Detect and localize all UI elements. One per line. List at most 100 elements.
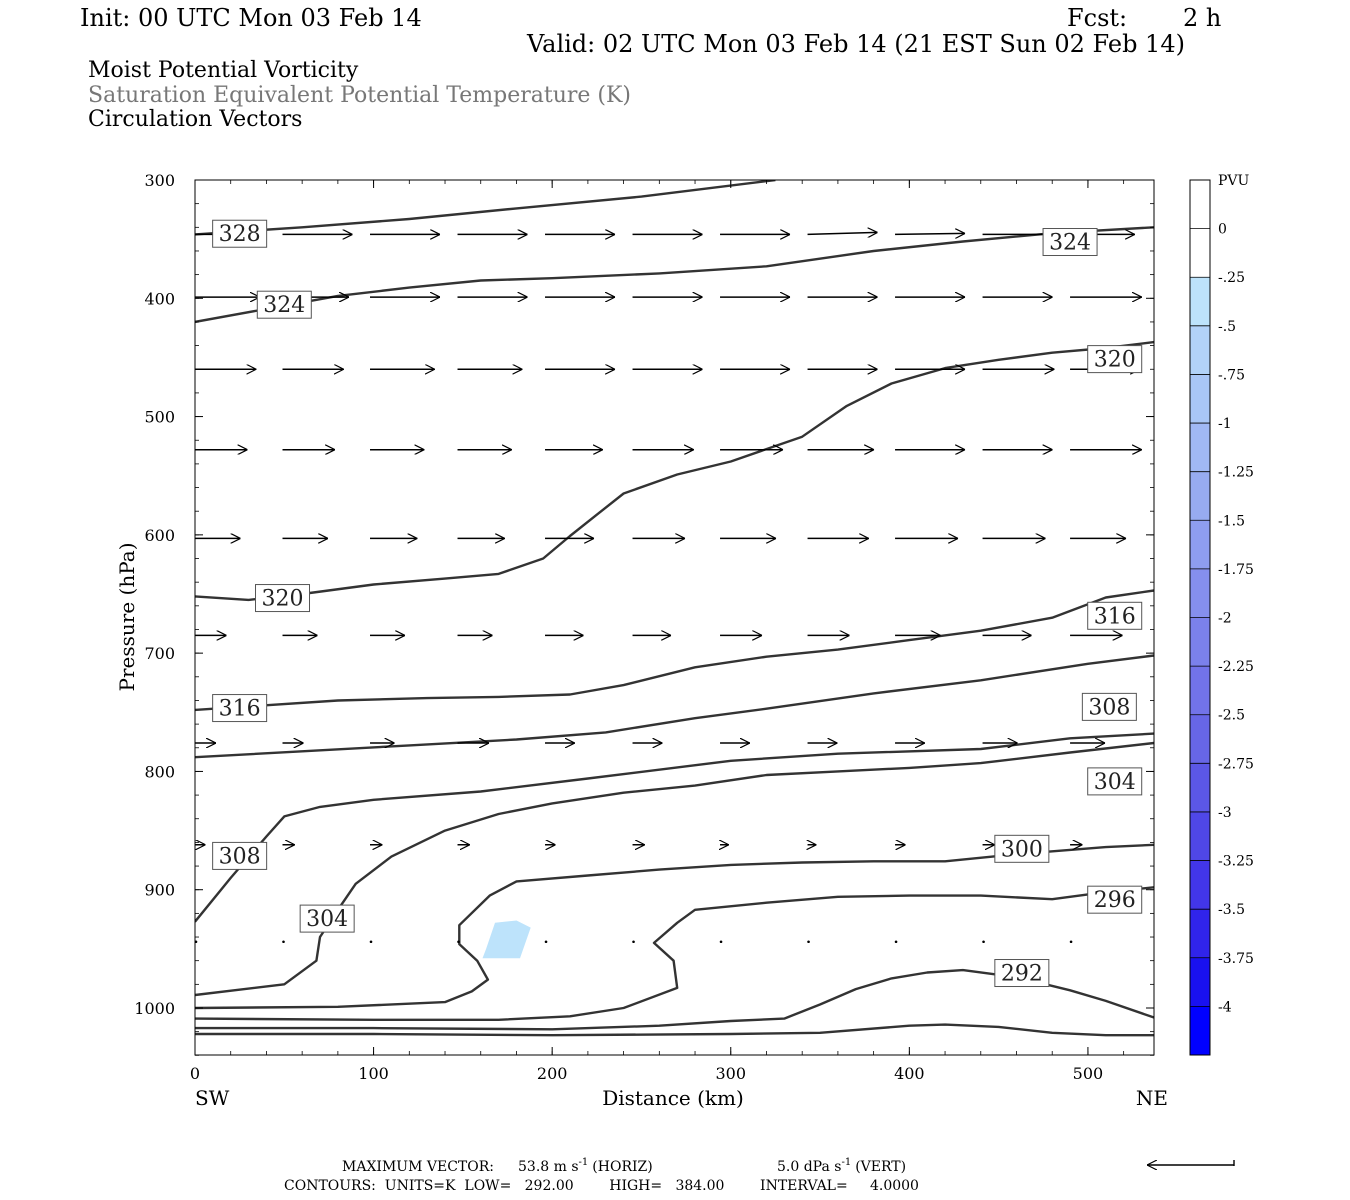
contour-line-300-7 bbox=[195, 843, 1154, 1010]
y-axis-label: Pressure (hPa) bbox=[115, 543, 139, 692]
vector-arrow-r8-4 bbox=[544, 940, 548, 944]
colorbar-label-14: -3.5 bbox=[1218, 902, 1245, 918]
vector-arrow-r0-7 bbox=[807, 232, 878, 234]
contour-label-text: 300 bbox=[1001, 837, 1043, 862]
colorbar-label-10: -2.5 bbox=[1218, 708, 1245, 724]
colorbar-swatch-8 bbox=[1190, 568, 1210, 618]
forecast-value: 2 h bbox=[1183, 4, 1221, 32]
ne-end-label: NE bbox=[1136, 1086, 1168, 1110]
colorbar-label-7: -1.75 bbox=[1218, 562, 1254, 578]
x-tick-label-200: 200 bbox=[537, 1064, 568, 1083]
colorbar-swatch-11 bbox=[1190, 714, 1210, 764]
colorbar-label-6: -1.5 bbox=[1218, 513, 1245, 529]
max-vector-horiz: 53.8 m s-1 (HORIZ) bbox=[518, 1157, 653, 1175]
field-title-theta-es: Saturation Equivalent Potential Temperat… bbox=[88, 83, 631, 108]
colorbar-label-12: -3 bbox=[1218, 805, 1232, 821]
vector-arrow-r8-2 bbox=[369, 940, 373, 944]
contour-label-308: 308 bbox=[1081, 692, 1137, 721]
y-tick-label-900: 900 bbox=[144, 881, 175, 900]
vector-arrow-r8-10 bbox=[1069, 940, 1073, 944]
contour-label-304: 304 bbox=[299, 904, 355, 933]
contour-line-unlabeled-10 bbox=[195, 1023, 1154, 1037]
colorbar-swatch-2 bbox=[1190, 277, 1210, 327]
vector-layer bbox=[195, 232, 1142, 944]
contour-label-text: 292 bbox=[1001, 962, 1043, 987]
colorbar-unit: PVU bbox=[1218, 173, 1250, 189]
y-tick-label-700: 700 bbox=[144, 644, 175, 663]
pv-shading-layer bbox=[482, 920, 531, 959]
vector-arrow-r0-8 bbox=[895, 233, 965, 234]
contour-label-text: 316 bbox=[1094, 604, 1136, 629]
colorbar-swatch-5 bbox=[1190, 423, 1210, 473]
vector-arrow-r8-9 bbox=[982, 940, 985, 944]
contour-layer bbox=[195, 180, 1154, 1037]
contour-line-320-2 bbox=[195, 340, 1154, 602]
contour-label-292: 292 bbox=[994, 959, 1050, 988]
max-vector-legend: MAXIMUM VECTOR: 53.8 m s-1 (HORIZ) 5.0 dP… bbox=[342, 1157, 1235, 1175]
vector-arrow-r8-5 bbox=[632, 940, 635, 944]
contour-line-308-5 bbox=[195, 732, 1154, 923]
max-vector-vert: 5.0 dPa s-1 (VERT) bbox=[777, 1157, 906, 1175]
contour-label-300: 300 bbox=[994, 834, 1050, 863]
colorbar-swatch-1 bbox=[1190, 228, 1210, 278]
contour-label-text: 316 bbox=[219, 697, 261, 722]
pv-region-0 bbox=[482, 920, 531, 959]
contour-label-324: 324 bbox=[256, 290, 312, 319]
contour-line-324-1 bbox=[195, 226, 1154, 324]
y-tick-label-300: 300 bbox=[144, 171, 175, 190]
colorbar-swatch-7 bbox=[1190, 520, 1210, 570]
x-tick-label-400: 400 bbox=[894, 1064, 925, 1083]
contour-line-328-0 bbox=[195, 180, 776, 236]
y-tick-label-800: 800 bbox=[144, 762, 175, 781]
contour-line-296-8 bbox=[195, 886, 1154, 1021]
vector-arrow-r8-3 bbox=[457, 940, 460, 944]
colorbar-swatch-9 bbox=[1190, 617, 1210, 667]
colorbar-swatch-6 bbox=[1190, 471, 1210, 521]
contour-line-292-9 bbox=[195, 968, 1154, 1031]
contour-label-304: 304 bbox=[1087, 767, 1143, 796]
y-tick-label-600: 600 bbox=[144, 526, 175, 545]
sw-end-label: SW bbox=[195, 1086, 230, 1110]
contour-label-text: 308 bbox=[1088, 695, 1130, 720]
x-tick-label-100: 100 bbox=[358, 1064, 389, 1083]
colorbar-label-8: -2 bbox=[1218, 611, 1232, 627]
field-title-vectors: Circulation Vectors bbox=[88, 107, 302, 132]
contour-label-316: 316 bbox=[1087, 601, 1143, 630]
colorbar-label-1: -.25 bbox=[1218, 270, 1245, 286]
vector-arrow-r8-8 bbox=[894, 940, 898, 944]
contour-label-layer: 328 324 324 320 320 316 316 308 304 300 308 296 304 2… bbox=[212, 219, 1143, 988]
plot-frame bbox=[194, 179, 1155, 1056]
vector-arrow-r8-1 bbox=[282, 940, 285, 944]
colorbar-label-15: -3.75 bbox=[1218, 951, 1254, 967]
field-title-mpv: Moist Potential Vorticity bbox=[88, 58, 359, 83]
contour-line-316-3 bbox=[195, 589, 1154, 712]
colorbar-swatch-10 bbox=[1190, 666, 1210, 716]
x-tick-label-300: 300 bbox=[715, 1064, 746, 1083]
contour-label-316: 316 bbox=[212, 694, 268, 723]
contour-label-text: 304 bbox=[306, 907, 348, 932]
x-tick-label-0: 0 bbox=[190, 1064, 200, 1083]
colorbar-label-11: -2.75 bbox=[1218, 756, 1254, 772]
vector-arrow-r8-0 bbox=[195, 940, 198, 944]
y-tick-label-400: 400 bbox=[144, 289, 175, 308]
contour-label-296: 296 bbox=[1087, 885, 1143, 914]
contour-label-text: 296 bbox=[1094, 888, 1136, 913]
contour-label-328: 328 bbox=[212, 219, 268, 248]
max-vector-label: MAXIMUM VECTOR: bbox=[342, 1159, 494, 1175]
colorbar-label-2: -.5 bbox=[1218, 319, 1236, 335]
contour-label-text: 324 bbox=[1049, 231, 1091, 256]
vector-arrow-r8-6 bbox=[719, 940, 723, 944]
colorbar-swatch-0 bbox=[1190, 180, 1210, 230]
contour-label-324: 324 bbox=[1042, 228, 1098, 257]
y-tick-label-500: 500 bbox=[144, 408, 175, 427]
colorbar-swatch-17 bbox=[1190, 1006, 1210, 1056]
x-tick-label-500: 500 bbox=[1073, 1064, 1104, 1083]
contour-label-text: 328 bbox=[219, 222, 261, 247]
pv-colorbar: 0 -.25 -.5 -.75 -1 -1.25 -1.5 -1.75 -2 -2.25 -2.5 -… bbox=[1189, 179, 1254, 1056]
contour-label-320: 320 bbox=[255, 584, 311, 613]
colorbar-swatch-14 bbox=[1190, 860, 1210, 910]
colorbar-label-3: -.75 bbox=[1218, 367, 1245, 383]
valid-time: Valid: 02 UTC Mon 03 Feb 14 (21 EST Sun … bbox=[526, 30, 1185, 58]
axis-ticks: 300 400 500 600 700 800 900 1000 0 100 200 300 400 50… bbox=[134, 171, 1154, 1083]
y-tick-label-1000: 1000 bbox=[134, 999, 175, 1018]
